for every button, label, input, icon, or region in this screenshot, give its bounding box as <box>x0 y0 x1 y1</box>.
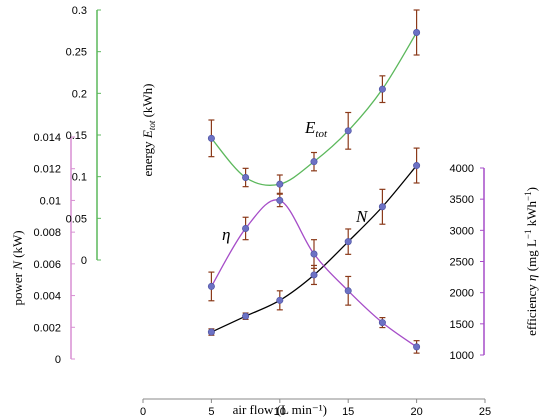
data-point <box>310 271 318 279</box>
data-point <box>310 250 318 258</box>
data-point <box>413 162 421 170</box>
energy-axis: 0 0.05 0.1 0.15 0.2 0.25 0.3 energy Etot (kWh) <box>66 5 157 267</box>
x-axis: 0 5 10 15 20 25 air flow (L min⁻¹) <box>140 398 491 418</box>
power-tick-label: 0.006 <box>33 259 61 271</box>
annotations: Etot Nη <box>222 118 369 244</box>
efficiency-tick-label: 1000 <box>450 350 474 362</box>
power-axis-title: power N (kW) <box>10 230 25 305</box>
x-tick-label: 20 <box>410 406 422 418</box>
energy-tick-label: 0.1 <box>72 172 87 184</box>
power-tick-label: 0.002 <box>33 322 61 334</box>
data-point <box>242 174 250 182</box>
efficiency-tick-label: 3000 <box>450 225 474 237</box>
data-point <box>378 319 386 327</box>
power-tick-label: 0 <box>55 354 61 366</box>
power-axis: 0 0.002 0.004 0.006 0.008 0.01 0.012 0.014 powe… <box>10 132 75 366</box>
x-tick-label: 25 <box>479 406 491 418</box>
data-point <box>242 312 250 320</box>
x-tick-label: 15 <box>342 406 354 418</box>
efficiency-axis-title: efficiency η (mg L−1 kWh−1) <box>523 187 539 336</box>
data-point <box>413 28 421 36</box>
data-point <box>207 282 215 290</box>
efficiency-tick-label: 1500 <box>450 319 474 331</box>
power-tick-label: 0.012 <box>33 164 61 176</box>
energy-tick-label: 0.2 <box>72 88 87 100</box>
efficiency-tick-label: 2000 <box>450 288 474 300</box>
energy-axis-ticks: 0 0.05 0.1 0.15 0.2 0.25 0.3 <box>66 5 101 267</box>
series-1 <box>207 147 421 336</box>
efficiency-tick-label: 2500 <box>450 257 474 269</box>
data-point <box>276 296 284 304</box>
power-tick-label: 0.008 <box>33 227 61 239</box>
data-point <box>276 180 284 188</box>
x-tick-label: 10 <box>274 406 286 418</box>
power-tick-label: 0.01 <box>40 195 61 207</box>
power-axis-ticks: 0 0.002 0.004 0.006 0.008 0.01 0.012 0.014 <box>33 132 75 366</box>
x-ticks: 0 5 10 15 20 25 <box>140 399 491 418</box>
series-label: N <box>355 207 369 226</box>
data-point <box>413 343 421 351</box>
data-point <box>378 85 386 93</box>
power-tick-label: 0.004 <box>33 291 61 303</box>
data-point <box>344 287 352 295</box>
data-point <box>207 328 215 336</box>
data-point <box>344 127 352 135</box>
efficiency-axis-ticks: 1000 1500 2000 2500 3000 3500 4000 <box>450 163 484 362</box>
energy-tick-label: 0.15 <box>66 130 87 142</box>
series-label: η <box>222 225 230 244</box>
series-0 <box>207 9 421 194</box>
series-2 <box>207 193 421 354</box>
energy-tick-label: 0 <box>81 255 87 267</box>
x-tick-label: 5 <box>208 406 214 418</box>
data-point <box>344 238 352 246</box>
energy-tick-label: 0.3 <box>72 5 87 17</box>
data-point <box>207 134 215 142</box>
power-tick-label: 0.014 <box>33 132 61 144</box>
efficiency-axis: 1000 1500 2000 2500 3000 3500 4000 efficiency … <box>450 163 539 362</box>
efficiency-tick-label: 4000 <box>450 163 474 175</box>
x-axis-title: air flow (L min⁻¹) <box>233 402 327 417</box>
efficiency-tick-label: 3500 <box>450 194 474 206</box>
data-point <box>378 203 386 211</box>
series-layer <box>207 9 421 354</box>
energy-axis-title: energy Etot (kWh) <box>140 83 157 176</box>
energy-tick-label: 0.25 <box>66 47 87 59</box>
data-point <box>242 224 250 232</box>
series-label: Etot <box>304 118 328 140</box>
data-point <box>276 196 284 204</box>
data-point <box>310 158 318 166</box>
energy-tick-label: 0.05 <box>66 213 87 225</box>
x-tick-label: 0 <box>140 406 146 418</box>
